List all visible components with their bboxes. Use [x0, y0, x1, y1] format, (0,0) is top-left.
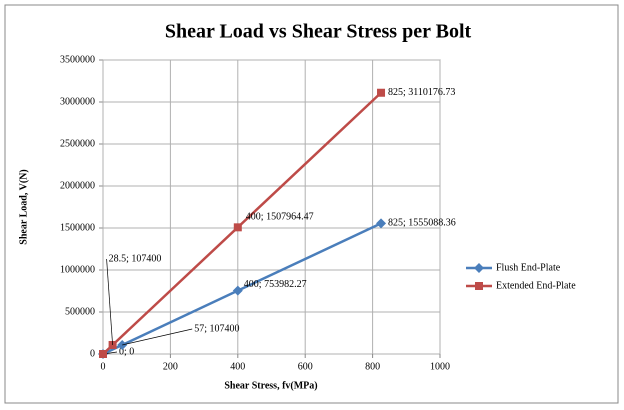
marker [377, 88, 386, 97]
data-label: 0; 0 [119, 346, 134, 357]
legend-marker [474, 263, 484, 273]
marker [232, 285, 243, 296]
leader-line [122, 328, 193, 346]
legend-marker [475, 282, 483, 290]
y-tick-label: 2500000 [60, 138, 95, 149]
marker [99, 350, 107, 358]
data-label: 825; 1555088.36 [388, 218, 456, 229]
y-tick-label: 0 [90, 348, 95, 359]
y-tick-label: 500000 [65, 306, 95, 317]
data-label: 825; 3110176.73 [388, 87, 455, 98]
x-tick-label: 600 [298, 361, 313, 372]
x-tick-label: 1000 [430, 361, 450, 372]
legend-label: Extended End-Plate [496, 280, 576, 291]
marker [376, 218, 387, 229]
data-label: 28.5; 107400 [109, 253, 162, 264]
y-tick-label: 3500000 [60, 54, 95, 65]
y-tick-label: 1000000 [60, 264, 95, 275]
series-line [102, 222, 382, 356]
series-line [102, 91, 382, 355]
chart-title: Shear Load vs Shear Stress per Bolt [165, 21, 472, 43]
x-tick-label: 0 [101, 361, 106, 372]
y-tick-label: 1500000 [60, 222, 95, 233]
marker [233, 223, 242, 232]
data-label: 400; 1507964.47 [246, 212, 314, 223]
x-tick-label: 400 [230, 361, 245, 372]
y-axis-title: Shear Load, V(N) [18, 169, 29, 244]
plot-area [102, 59, 441, 355]
data-label: 57; 107400 [194, 323, 239, 334]
x-axis-title: Shear Stress, fv(MPa) [224, 380, 317, 391]
x-tick-label: 800 [365, 361, 380, 372]
y-tick-label: 2000000 [60, 180, 95, 191]
y-tick-label: 3000000 [60, 96, 95, 107]
leader-line [106, 258, 113, 346]
legend-label: Flush End-Plate [496, 262, 561, 273]
x-tick-label: 200 [163, 361, 178, 372]
data-label: 400; 753982.27 [244, 279, 307, 290]
